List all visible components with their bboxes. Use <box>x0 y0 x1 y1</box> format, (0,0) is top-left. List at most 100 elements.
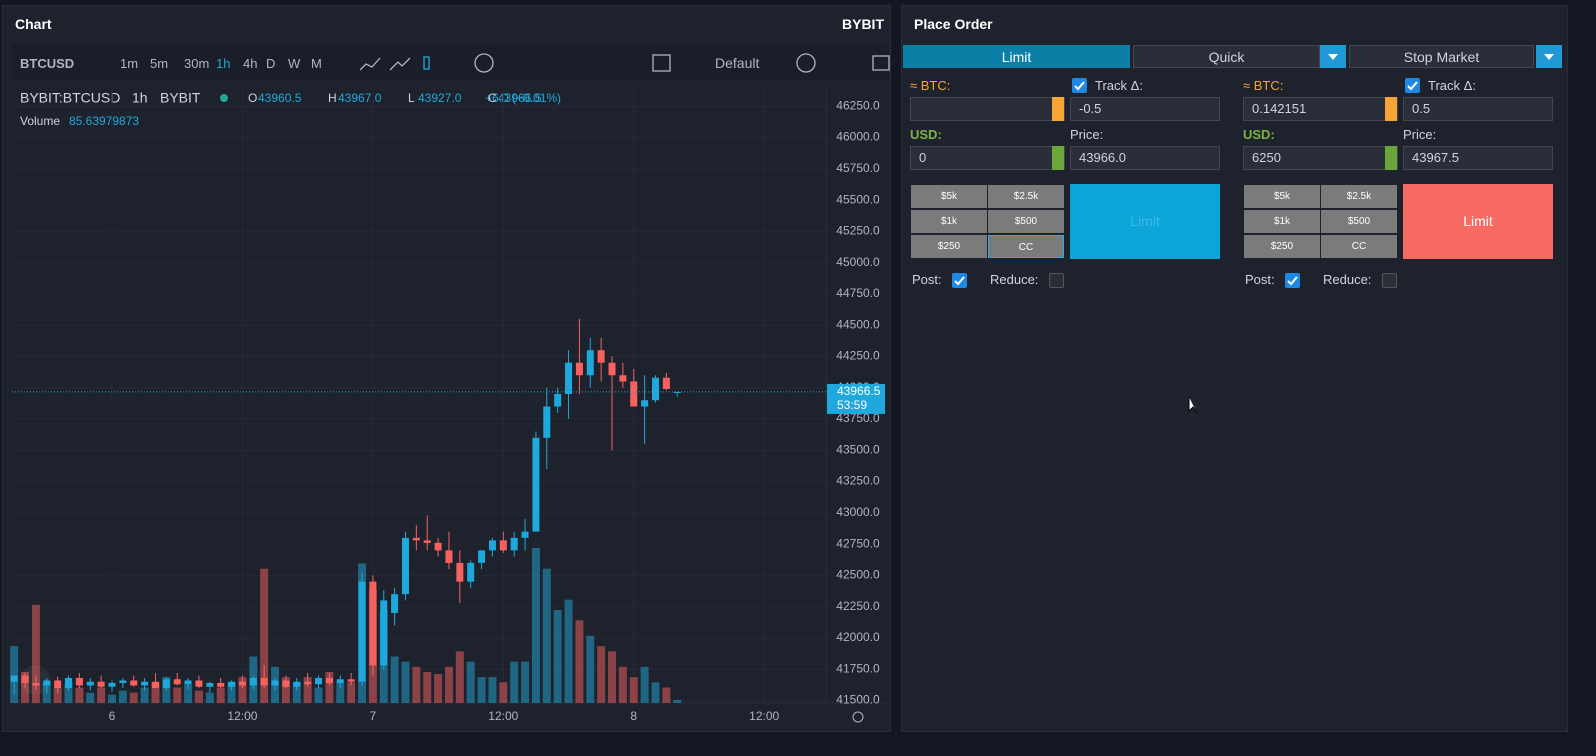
volume-bar <box>575 620 584 703</box>
preset-button[interactable]: CC <box>1321 235 1397 258</box>
usd-input[interactable]: 0 <box>910 146 1065 170</box>
volume-bar <box>521 661 530 703</box>
y-tick-label: 42250.0 <box>836 599 880 613</box>
dropdown-button[interactable] <box>1536 45 1562 68</box>
candle-body <box>206 682 214 687</box>
preset-button[interactable]: $1k <box>1244 210 1320 233</box>
interval-button[interactable]: 1h <box>216 56 231 71</box>
checkbox[interactable] <box>1285 273 1300 288</box>
candle-body <box>478 550 486 563</box>
icon[interactable] <box>423 56 430 70</box>
candle-body <box>554 394 562 407</box>
ohlc-value: 43927.0 <box>418 91 462 105</box>
settings-icon[interactable] <box>852 711 864 723</box>
candle-body <box>358 581 366 682</box>
preset-button[interactable]: $250 <box>911 235 987 258</box>
price-input[interactable]: 43967.5 <box>1403 146 1553 170</box>
interval-button[interactable]: 4h <box>243 56 258 71</box>
candle-body <box>662 377 670 389</box>
checkbox[interactable] <box>1072 78 1087 93</box>
volume-bar <box>281 677 290 703</box>
volume-bar <box>129 692 138 703</box>
y-tick-label: 44500.0 <box>836 317 880 331</box>
candle-body <box>195 680 203 687</box>
y-tick-label: 44250.0 <box>836 349 880 363</box>
btc-input[interactable] <box>910 97 1065 121</box>
candle-body <box>521 531 529 538</box>
checkbox[interactable] <box>952 273 967 288</box>
candle-body <box>347 679 355 682</box>
checkbox[interactable] <box>1382 273 1397 288</box>
volume-bar <box>673 699 682 703</box>
interval-button[interactable]: 30m <box>184 56 210 71</box>
track-input[interactable]: -0.5 <box>1070 97 1220 121</box>
volume-bar <box>238 677 247 703</box>
post-label: Post: <box>912 272 942 287</box>
icon[interactable] <box>389 57 411 71</box>
interval-button[interactable]: 1m <box>120 56 139 71</box>
order-tab[interactable]: Limit <box>903 45 1130 68</box>
preset-button[interactable]: $250 <box>1244 235 1320 258</box>
volume-label: Volume <box>20 114 60 128</box>
preset-button[interactable]: $5k <box>1244 185 1320 208</box>
interval-button[interactable]: W <box>288 56 301 71</box>
x-tick-label: 12:00 <box>488 709 518 723</box>
dropdown-button[interactable] <box>1320 45 1346 68</box>
volume-bar <box>303 677 312 703</box>
slider-handle <box>1052 146 1064 170</box>
volume-bar <box>564 599 573 703</box>
legend-source: BYBIT <box>160 90 201 106</box>
preset-button[interactable]: $1k <box>911 210 987 233</box>
usd-label: USD: <box>910 127 942 142</box>
icon[interactable] <box>872 55 890 71</box>
icon[interactable] <box>652 54 671 72</box>
slider-handle <box>1385 97 1397 121</box>
candle-body <box>293 681 301 687</box>
preset-button[interactable]: $5k <box>911 185 987 208</box>
preset-button[interactable]: $500 <box>988 210 1064 233</box>
candle-body <box>130 680 138 686</box>
candle-body <box>673 391 681 393</box>
order-tab[interactable]: Quick <box>1133 45 1320 68</box>
checkbox[interactable] <box>1049 273 1064 288</box>
icon[interactable] <box>474 53 494 73</box>
candle-body <box>43 680 51 686</box>
order-tab[interactable]: Stop Market <box>1349 45 1534 68</box>
btc-input[interactable]: 0.142151 <box>1243 97 1398 121</box>
volume-bar <box>173 687 182 703</box>
volume-bar <box>488 677 497 703</box>
interval-button[interactable]: M <box>311 56 322 71</box>
preset-button[interactable]: $2.5k <box>1321 185 1397 208</box>
preset-button[interactable]: CC <box>988 235 1064 258</box>
ohlc-value: 43960.5 <box>258 91 302 105</box>
icon[interactable] <box>359 57 381 71</box>
layout-button[interactable]: Default <box>715 55 760 71</box>
cursor <box>1188 397 1198 414</box>
y-tick-label: 45000.0 <box>836 255 880 269</box>
volume-bar <box>597 646 606 703</box>
candle-body <box>456 562 464 582</box>
candle-body <box>467 562 475 582</box>
interval-button[interactable]: D <box>266 56 276 71</box>
submit-button[interactable]: Limit <box>1070 184 1220 259</box>
y-tick-label: 41750.0 <box>836 661 880 675</box>
volume-bar <box>423 672 432 703</box>
y-tick-label: 45250.0 <box>836 224 880 238</box>
price-input[interactable]: 43966.0 <box>1070 146 1220 170</box>
y-tick-label: 42500.0 <box>836 568 880 582</box>
volume-bar <box>118 690 127 703</box>
submit-button[interactable]: Limit <box>1403 184 1553 259</box>
usd-input[interactable]: 6250 <box>1243 146 1398 170</box>
volume-bar <box>292 682 301 703</box>
symbol-button[interactable]: BTCUSD <box>20 56 75 71</box>
icon[interactable] <box>796 53 816 73</box>
interval-button[interactable]: 5m <box>150 56 169 71</box>
legend-symbol: BYBIT:BTCUSD <box>20 90 120 106</box>
preset-button[interactable]: $2.5k <box>988 185 1064 208</box>
checkbox[interactable] <box>1405 78 1420 93</box>
candle-body <box>543 406 551 438</box>
preset-button[interactable]: $500 <box>1321 210 1397 233</box>
candle-body <box>369 581 377 666</box>
track-input[interactable]: 0.5 <box>1403 97 1553 121</box>
